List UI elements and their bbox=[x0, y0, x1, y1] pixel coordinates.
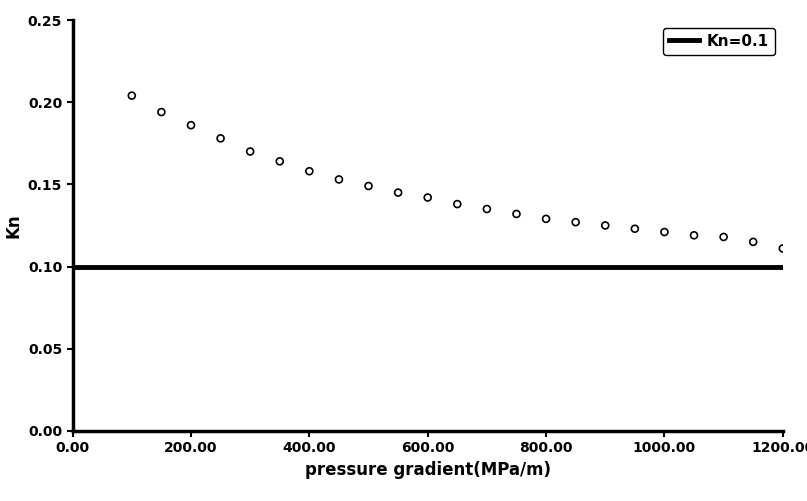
Point bbox=[421, 193, 434, 201]
Kn=0.1 bbox=[69, 264, 78, 270]
Point bbox=[569, 218, 582, 226]
Point bbox=[629, 225, 642, 233]
Point bbox=[658, 228, 671, 236]
Point bbox=[540, 215, 553, 223]
Point bbox=[510, 210, 523, 218]
Point bbox=[303, 167, 316, 175]
Point bbox=[451, 200, 464, 208]
Point bbox=[274, 157, 286, 165]
Point bbox=[746, 238, 759, 246]
Legend: Kn=0.1: Kn=0.1 bbox=[663, 28, 776, 55]
Y-axis label: Kn: Kn bbox=[4, 213, 23, 238]
Point bbox=[480, 205, 493, 213]
X-axis label: pressure gradient(MPa/m): pressure gradient(MPa/m) bbox=[305, 461, 550, 479]
Point bbox=[244, 147, 257, 155]
Point bbox=[125, 92, 138, 100]
Point bbox=[332, 175, 345, 183]
Point bbox=[391, 188, 404, 196]
Point bbox=[362, 182, 375, 190]
Point bbox=[717, 233, 730, 241]
Point bbox=[155, 108, 168, 116]
Point bbox=[776, 244, 789, 253]
Kn=0.1 bbox=[68, 264, 77, 270]
Point bbox=[688, 231, 700, 239]
Point bbox=[599, 221, 612, 229]
Point bbox=[185, 121, 198, 129]
Point bbox=[214, 134, 227, 142]
